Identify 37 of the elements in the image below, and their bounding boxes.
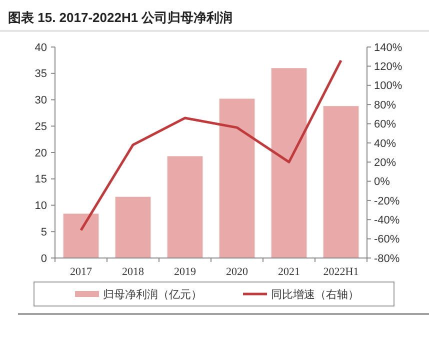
y2-tick-label: 60% — [374, 118, 396, 131]
legend-label: 同比增速（右轴） — [271, 288, 359, 301]
bar — [219, 98, 255, 258]
y2-tick-label: -40% — [374, 214, 400, 226]
y2-tick-label: 120% — [374, 61, 402, 74]
bar — [167, 156, 203, 258]
y-tick-label: 25 — [34, 120, 47, 133]
y2-tick-label: -60% — [374, 234, 400, 246]
y-tick-label: 40 — [34, 42, 47, 54]
y2-tick-label: 80% — [374, 99, 396, 112]
y-tick-label: 20 — [34, 147, 47, 160]
x-tick-label: 2021 — [278, 266, 300, 278]
y2-tick-label: 40% — [374, 138, 396, 150]
y-tick-label: 0 — [40, 252, 47, 265]
bar — [271, 68, 307, 258]
y2-tick-label: -20% — [374, 195, 400, 208]
y-tick-label: 10 — [34, 200, 47, 212]
x-tick-label: 2018 — [122, 266, 144, 278]
y2-tick-label: 20% — [374, 156, 396, 169]
x-tick-label: 2019 — [174, 266, 196, 278]
legend-label: 归母净利润（亿元） — [103, 288, 202, 301]
chart-title: 图表 15. 2017-2022H1 公司归母净利润 — [8, 10, 233, 25]
bar — [323, 106, 359, 258]
line-series — [80, 59, 342, 232]
y-tick-label: 5 — [40, 226, 47, 238]
x-tick-label: 2022H1 — [323, 266, 359, 278]
y2-tick-label: 0% — [374, 176, 390, 188]
y-tick-label: 30 — [34, 94, 47, 107]
bar — [63, 214, 99, 258]
x-tick-label: 2020 — [226, 266, 248, 278]
x-tick-label: 2017 — [70, 266, 92, 278]
y2-tick-label: -80% — [374, 252, 400, 265]
y2-tick-label: 100% — [374, 80, 402, 92]
bar — [115, 196, 151, 258]
y-tick-label: 35 — [34, 68, 47, 80]
y-tick-label: 15 — [34, 174, 47, 186]
y2-tick-label: 140% — [374, 42, 402, 54]
